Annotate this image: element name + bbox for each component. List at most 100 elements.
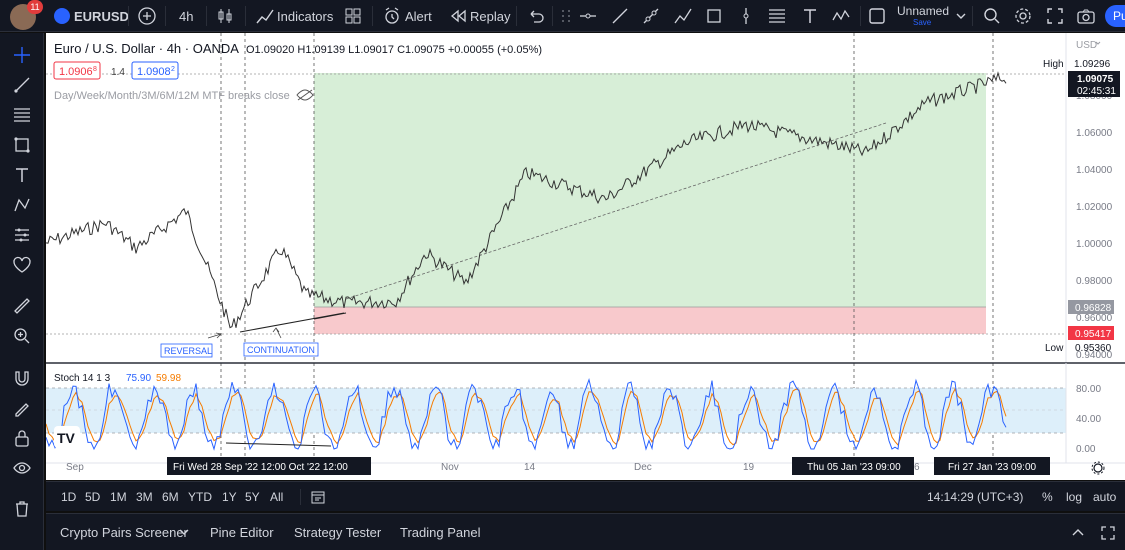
layout-name[interactable]: Unnamed bbox=[897, 4, 950, 18]
zoom-in-icon[interactable] bbox=[12, 326, 32, 346]
time-marker-jan-27[interactable]: Fri 27 Jan '23 09:00 bbox=[934, 457, 1050, 475]
range-1y[interactable]: 1Y bbox=[222, 490, 237, 504]
rectangle-tool-icon[interactable] bbox=[704, 6, 724, 26]
fib-tool-icon[interactable] bbox=[12, 105, 32, 125]
settings-gear-icon[interactable] bbox=[1013, 6, 1033, 26]
camera-snapshot-icon[interactable] bbox=[1076, 6, 1096, 26]
long-position-profit-zone[interactable] bbox=[314, 73, 986, 307]
fib-retracement-icon[interactable] bbox=[767, 6, 787, 26]
chart-title[interactable]: Euro / U.S. Dollar · 4h · OANDA bbox=[54, 41, 239, 56]
stoch-k-line[interactable] bbox=[45, 377, 1007, 451]
go-to-date-icon[interactable] bbox=[310, 489, 326, 505]
trend-line-tool-icon[interactable] bbox=[610, 6, 630, 26]
alert-clock-icon[interactable] bbox=[382, 6, 402, 26]
tab-strategy-tester[interactable]: Strategy Tester bbox=[294, 525, 382, 540]
price-series-line[interactable] bbox=[45, 71, 1007, 329]
horizontal-line-tool-icon[interactable] bbox=[578, 6, 598, 26]
crosshair-icon[interactable] bbox=[12, 45, 32, 65]
favorites-heart-icon[interactable] bbox=[12, 255, 32, 275]
percent-toggle[interactable]: % bbox=[1042, 490, 1053, 504]
high-value: 1.09296 bbox=[1074, 59, 1111, 70]
currency-label[interactable]: USD bbox=[1076, 40, 1097, 51]
last-price-tag[interactable]: 1.09075 02:45:31 bbox=[1068, 71, 1120, 97]
chart-area[interactable]: REVERSAL CONTINUATION Euro / U.S. Dollar… bbox=[45, 33, 1125, 480]
price-axis-tick: 1.00000 bbox=[1076, 239, 1113, 250]
hide-indicator-eye-icon[interactable] bbox=[296, 89, 314, 101]
range-1d[interactable]: 1D bbox=[61, 490, 77, 504]
compare-add-icon[interactable] bbox=[137, 6, 157, 26]
auto-toggle[interactable]: auto bbox=[1093, 490, 1117, 504]
time-marker-sep-oct[interactable]: Fri Wed 28 Sep '22 12:00 Oct '22 12:00 bbox=[167, 457, 371, 475]
fullscreen-icon[interactable] bbox=[1045, 6, 1065, 26]
chevron-down-icon[interactable] bbox=[951, 6, 971, 26]
time-marker-jan-05[interactable]: Thu 05 Jan '23 09:00 bbox=[792, 457, 914, 475]
stay-drawing-icon[interactable] bbox=[12, 398, 32, 418]
indicator-note[interactable]: Day/Week/Month/3M/6M/12M MTF breaks clos… bbox=[54, 90, 290, 102]
range-5y[interactable]: 5Y bbox=[245, 490, 260, 504]
trend-line-icon[interactable] bbox=[12, 75, 32, 95]
range-3m[interactable]: 3M bbox=[136, 490, 153, 504]
layout-square-icon[interactable] bbox=[867, 6, 887, 26]
svg-text:0.96828: 0.96828 bbox=[1075, 303, 1112, 314]
layout-save-label[interactable]: Save bbox=[913, 17, 932, 27]
chart-canvas[interactable]: REVERSAL CONTINUATION Euro / U.S. Dollar… bbox=[45, 33, 1125, 480]
shapes-tool-icon[interactable] bbox=[12, 135, 32, 155]
lock-icon[interactable] bbox=[12, 428, 32, 448]
stoch-label[interactable]: Stoch 14 1 3 bbox=[54, 373, 111, 384]
indicators-button[interactable]: Indicators bbox=[277, 8, 334, 24]
annotation-continuation[interactable]: CONTINUATION bbox=[243, 342, 319, 357]
templates-icon[interactable] bbox=[343, 6, 363, 26]
continuation-trendline[interactable] bbox=[313, 312, 347, 320]
tab-trading-panel[interactable]: Trading Panel bbox=[400, 525, 481, 540]
chart-type-candles-icon[interactable] bbox=[215, 6, 235, 26]
stoch-divergence-line[interactable] bbox=[225, 442, 332, 447]
maximize-panel-icon[interactable] bbox=[1100, 525, 1116, 541]
buy-button[interactable]: 1.0908 2 bbox=[131, 61, 179, 80]
stop-price-tag[interactable]: 0.95417 bbox=[1068, 326, 1114, 340]
publish-button[interactable]: Pu bbox=[1105, 5, 1125, 27]
search-icon[interactable] bbox=[982, 6, 1002, 26]
interval-button[interactable]: 4h bbox=[179, 8, 194, 24]
text-tool-icon[interactable] bbox=[800, 6, 820, 26]
notification-badge[interactable]: 11 bbox=[27, 0, 43, 14]
pattern-icon[interactable] bbox=[12, 195, 32, 215]
range-all[interactable]: All bbox=[270, 490, 284, 504]
chevron-down-icon[interactable] bbox=[178, 526, 190, 538]
svg-text:1.0906: 1.0906 bbox=[59, 66, 93, 78]
magnet-icon[interactable] bbox=[12, 368, 32, 388]
range-5d[interactable]: 5D bbox=[85, 490, 101, 504]
alert-button[interactable]: Alert bbox=[405, 8, 432, 24]
clock-timezone[interactable]: 14:14:29 (UTC+3) bbox=[927, 490, 1024, 504]
tab-crypto-pairs-screener[interactable]: Crypto Pairs Screener bbox=[60, 525, 188, 540]
trash-icon[interactable] bbox=[12, 498, 32, 518]
drag-handle-icon[interactable] bbox=[556, 6, 576, 26]
vertical-line-tool-icon[interactable] bbox=[736, 6, 756, 26]
long-position-loss-zone[interactable] bbox=[314, 307, 986, 334]
time-tick-6: 6 bbox=[914, 462, 920, 473]
path-tool-icon[interactable] bbox=[673, 6, 693, 26]
range-1m[interactable]: 1M bbox=[110, 490, 127, 504]
indicators-icon[interactable] bbox=[255, 6, 275, 26]
ray-tool-icon[interactable] bbox=[641, 6, 661, 26]
symbol-search-button[interactable]: EURUSD bbox=[74, 8, 129, 24]
range-ytd[interactable]: YTD bbox=[188, 490, 212, 504]
time-axis-tick: 19 bbox=[743, 462, 755, 473]
text-annotation-icon[interactable] bbox=[12, 165, 32, 185]
stoch-d-line[interactable] bbox=[45, 387, 1007, 446]
chevron-up-icon[interactable] bbox=[1070, 525, 1086, 541]
ruler-measure-icon[interactable] bbox=[12, 296, 32, 316]
replay-button[interactable]: Replay bbox=[470, 8, 511, 24]
tab-pine-editor[interactable]: Pine Editor bbox=[210, 525, 274, 540]
pattern-tool-icon[interactable] bbox=[831, 6, 851, 26]
range-6m[interactable]: 6M bbox=[162, 490, 179, 504]
log-toggle[interactable]: log bbox=[1066, 490, 1083, 504]
target-price-tag[interactable]: 0.96828 bbox=[1068, 300, 1114, 314]
chart-settings-gear-icon[interactable] bbox=[1091, 461, 1105, 475]
undo-icon[interactable] bbox=[526, 6, 546, 26]
tradingview-logo[interactable]: TV bbox=[54, 426, 80, 448]
hide-drawings-eye-icon[interactable] bbox=[12, 458, 32, 478]
replay-icon[interactable] bbox=[448, 6, 468, 26]
prediction-tool-icon[interactable] bbox=[12, 225, 32, 245]
annotation-reversal[interactable]: REVERSAL bbox=[160, 343, 213, 358]
sell-button[interactable]: 1.0906 8 bbox=[53, 61, 101, 80]
